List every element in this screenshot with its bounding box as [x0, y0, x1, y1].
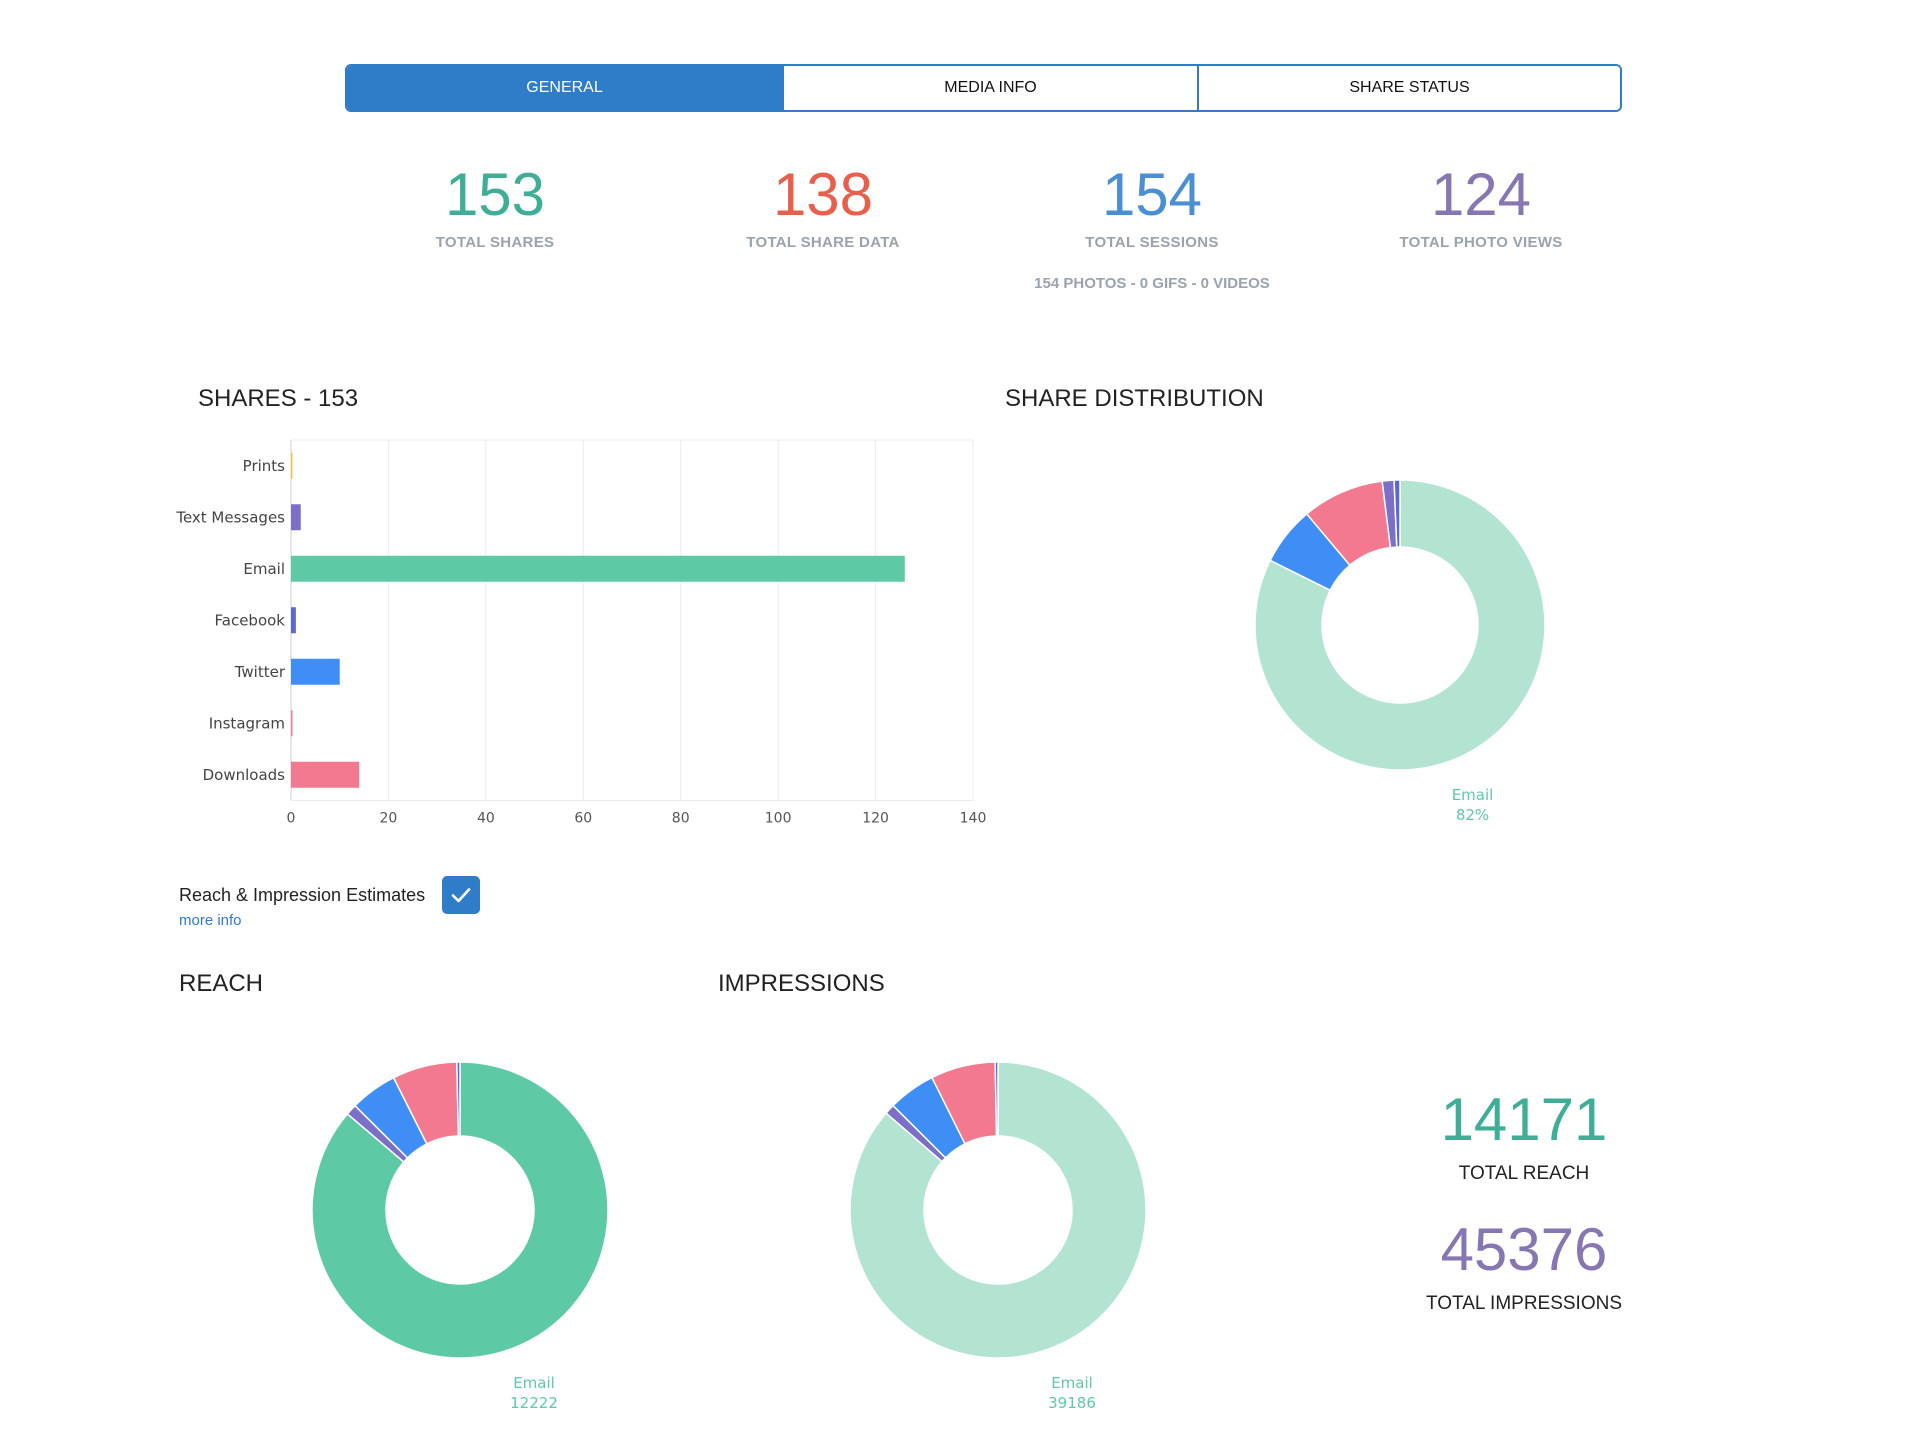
reach-toggle-label: Reach & Impression Estimates	[179, 885, 426, 905]
stat-total-share-data: 138 TOTAL SHARE DATA	[658, 160, 988, 251]
total-impressions: 45376 TOTAL IMPRESSIONS	[1374, 1215, 1674, 1315]
bar-facebook	[291, 607, 296, 634]
slice-value: 82%	[1456, 806, 1489, 824]
category-label: Facebook	[215, 611, 286, 629]
x-tick-label: 20	[380, 811, 398, 827]
shares-title: SHARES - 153	[198, 385, 359, 412]
stat-label: TOTAL SHARES	[435, 234, 555, 251]
shares-bar-chart: 0 20 40 60 80 100 120 140 Prints Text Messages Ema…	[175, 439, 987, 827]
reach-toggle-checkbox[interactable]	[442, 876, 480, 914]
slice-facebook	[456, 1061, 461, 1137]
reach-donut: Email 12222	[311, 1061, 609, 1412]
stat-label: TOTAL SHARE DATA	[746, 234, 900, 251]
stat-value: 124	[1430, 161, 1532, 228]
x-tick-label: 0	[287, 811, 296, 827]
bar-instagram	[291, 710, 293, 737]
slice-label: Email	[1452, 786, 1494, 804]
tab-share-status[interactable]: SHARE STATUS	[1197, 66, 1620, 110]
slice-label: Email	[513, 1374, 555, 1392]
category-label: Instagram	[209, 714, 285, 732]
x-tick-label: 140	[960, 811, 987, 827]
stat-value: 153	[444, 161, 546, 228]
slice-label: Email	[1051, 1374, 1093, 1392]
x-tick-label: 80	[672, 811, 690, 827]
bar-prints	[291, 452, 293, 479]
category-label: Twitter	[234, 663, 286, 681]
impressions-title: IMPRESSIONS	[718, 970, 885, 997]
stat-total-photo-views: 124 TOTAL PHOTO VIEWS	[1316, 160, 1646, 251]
stat-total-shares: 153 TOTAL SHARES	[330, 160, 660, 251]
tab-bar: GENERAL MEDIA INFO SHARE STATUS	[345, 64, 1622, 112]
stat-value: 138	[772, 161, 874, 228]
slice-value: 12222	[510, 1394, 558, 1412]
stat-sub: 154 PHOTOS - 0 GIFS - 0 VIDEOS	[1034, 275, 1270, 292]
stat-label: TOTAL SESSIONS	[1085, 234, 1219, 251]
total-reach: 14171 TOTAL REACH	[1374, 1085, 1674, 1185]
slice-value: 39186	[1048, 1394, 1096, 1412]
stat-total-sessions: 154 TOTAL SESSIONS 154 PHOTOS - 0 GIFS -…	[987, 160, 1317, 292]
distribution-title: SHARE DISTRIBUTION	[1005, 385, 1264, 412]
total-impressions-value: 45376	[1440, 1216, 1608, 1283]
checkmark-icon	[451, 888, 471, 903]
x-tick-label: 120	[862, 811, 889, 827]
x-tick-label: 40	[477, 811, 495, 827]
share-distribution-donut: Email 82%	[1254, 479, 1546, 824]
impressions-donut: Email 39186	[849, 1061, 1147, 1412]
x-tick-label: 100	[765, 811, 792, 827]
category-label: Text Messages	[175, 508, 285, 526]
slice-facebook	[994, 1061, 999, 1137]
slice-email	[849, 1061, 1147, 1359]
category-label: Email	[243, 560, 285, 578]
more-info-link[interactable]: more info	[179, 912, 242, 929]
slice-facebook	[1393, 479, 1401, 548]
bar-downloads	[291, 761, 360, 788]
stat-value: 154	[1101, 161, 1203, 228]
bar-twitter	[291, 658, 340, 685]
tab-media-info[interactable]: MEDIA INFO	[782, 66, 1197, 110]
category-label: Downloads	[203, 766, 286, 784]
total-reach-label: TOTAL REACH	[1458, 1163, 1590, 1184]
bar-text-messages	[291, 504, 301, 531]
category-label: Prints	[243, 457, 286, 475]
slice-email	[1254, 479, 1546, 771]
bar-email	[291, 555, 905, 582]
reach-title: REACH	[179, 970, 264, 997]
tab-general[interactable]: GENERAL	[347, 66, 782, 110]
slice-email	[311, 1061, 609, 1359]
total-reach-value: 14171	[1440, 1086, 1608, 1153]
stat-label: TOTAL PHOTO VIEWS	[1399, 234, 1563, 251]
x-tick-label: 60	[574, 811, 592, 827]
total-impressions-label: TOTAL IMPRESSIONS	[1425, 1293, 1623, 1314]
